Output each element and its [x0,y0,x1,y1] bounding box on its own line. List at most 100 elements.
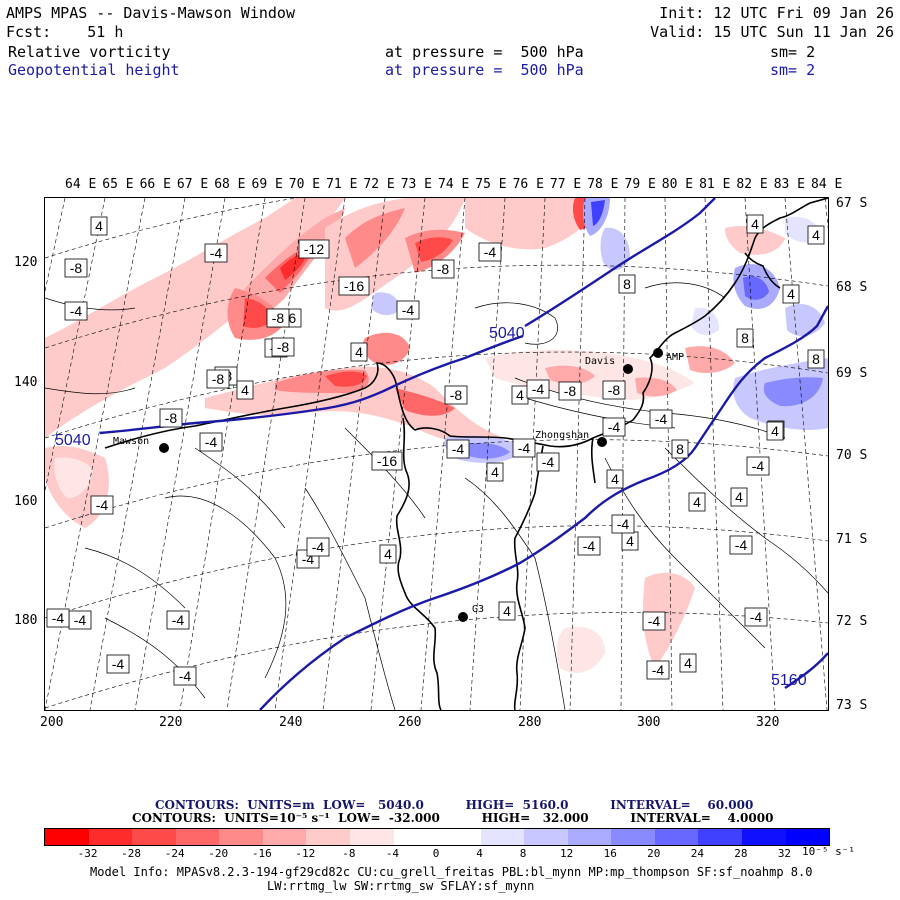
valid-time: Valid: 15 UTC Sun 11 Jan 26 [650,23,894,41]
svg-text:-4: -4 [583,538,596,554]
vorticity-label: -8 [271,337,295,357]
vorticity-label: -8 [64,258,88,278]
colorbar-label: 20 [647,847,661,860]
latitude-label: 67 S [836,196,868,211]
svg-text:-8: -8 [277,339,290,355]
longitude-label: 73 E [400,177,432,192]
station-mawson[interactable]: Mawson [113,436,169,453]
colorbar-swatch [306,829,350,845]
vorticity-label: -4 [746,456,770,476]
longitude-label: 66 E [139,177,171,192]
colorbar-swatch [88,829,133,845]
svg-text:-4: -4 [205,434,218,450]
colorbar-swatch [611,829,655,845]
svg-text:4: 4 [684,655,692,671]
latitude-label: 69 S [836,366,868,381]
vorticity-label: -8 [431,259,455,279]
station-g3[interactable]: G3 [458,604,484,622]
vorticity-label: -4 [199,432,223,452]
svg-text:4: 4 [812,227,820,243]
colorbar-label: -4 [385,847,400,860]
model-info-line1: Model Info: MPASv8.2.3-194-gf29cd82c CU:… [90,865,813,879]
station-dot-icon [653,348,663,358]
init-time: Init: 12 UTC Fri 09 Jan 26 [659,4,894,22]
vorticity-label: -4 [577,536,601,556]
grid-x-label: 220 [159,715,183,730]
svg-text:-8: -8 [272,310,285,326]
station-davis[interactable]: Davis [585,356,633,374]
coastline [104,198,828,710]
grid-y-label: 160 [14,494,38,509]
vorticity-label: 4 [746,214,764,234]
map-title: AMPS MPAS -- Davis-Mawson Window [6,4,295,22]
svg-text:-16: -16 [344,278,364,294]
vorticity-label: -8 [444,385,468,405]
colorbar-swatch [437,829,481,845]
svg-text:-4: -4 [210,245,223,261]
station-zhongshan[interactable]: Zhongshan [535,430,607,447]
height-label: 5040 [489,325,525,342]
vorticity-label: 4 [511,385,529,405]
vorticity-label: 8 [807,349,825,369]
svg-text:-4: -4 [402,302,415,318]
svg-text:-8: -8 [608,382,621,398]
svg-text:-4: -4 [172,612,185,628]
svg-text:-4: -4 [112,656,125,672]
colorbar-swatch [698,829,742,845]
vorticity-label: -4 [396,300,420,320]
svg-text:-4: -4 [617,516,630,532]
grid-x-label: 320 [756,715,780,730]
station-amp[interactable]: AMP [653,348,684,363]
height-label: 5040 [55,432,91,449]
vorticity-map: 5040 5040 5160 4-4-8-12-16-16-8-44-8-16-… [45,198,828,710]
svg-text:-16: -16 [377,453,397,469]
model-info-line2: LW:rrtmg_lw SW:rrtmg_sw SFLAY:sf_mynn [267,879,535,893]
svg-text:-4: -4 [179,668,192,684]
vorticity-label: -4 [446,439,470,459]
longitude-label: 67 E [176,177,209,192]
colorbar-label: 16 [603,847,617,860]
vorticity-contour-labels: 4-4-8-12-16-16-8-44-8-16-8-44-4-4-8-4-4-… [46,214,825,686]
svg-text:-4: -4 [484,244,497,260]
vorticity-label: 8 [618,274,636,294]
colorbar-swatch [567,829,612,845]
vorticity-label: 4 [498,601,516,621]
grid-y-label: 180 [14,613,38,628]
longitude-label: 64 E [65,177,97,192]
colorbar-swatch [654,829,699,845]
colorbar [44,828,830,846]
longitude-label: 69 E [251,177,283,192]
vorticity-label: 4 [730,487,748,507]
grid-x-label: 300 [637,715,661,730]
longitude-label: 82 E [736,177,768,192]
colorbar-swatch [175,829,220,845]
latitude-label: 71 S [836,532,868,547]
vorticity-label: 4 [688,492,706,512]
station-label: G3 [472,604,484,615]
svg-text:-4: -4 [542,454,555,470]
vorticity-label: -4 [173,666,197,686]
colorbar-swatch [219,829,263,845]
longitude-label: 84 E [811,177,843,192]
station-label: AMP [666,352,684,363]
station-label: Mawson [113,436,149,447]
svg-text:4: 4 [611,471,619,487]
svg-text:-4: -4 [70,303,83,319]
svg-text:-4: -4 [652,662,665,678]
forecast-hour: Fcst: 51 h [6,23,124,41]
height-contour-labels: 5040 5040 5160 [55,325,807,689]
vorticity-label: -4 [204,243,228,263]
colorbar-label: -8 [342,847,356,860]
vorticity-label: -4 [90,495,114,515]
svg-text:-4: -4 [312,539,325,555]
station-label: Zhongshan [535,430,589,441]
svg-text:4: 4 [626,533,634,549]
longitude-label: 70 E [288,177,321,192]
svg-text:8: 8 [623,276,631,292]
grid-y-label: 140 [14,375,38,390]
svg-text:-4: -4 [735,537,748,553]
colorbar-label: -12 [295,847,316,860]
vorticity-label: -4 [46,608,70,628]
map-panel[interactable]: 5040 5040 5160 4-4-8-12-16-16-8-44-8-16-… [44,197,829,711]
vorticity-label: -4 [166,610,190,630]
